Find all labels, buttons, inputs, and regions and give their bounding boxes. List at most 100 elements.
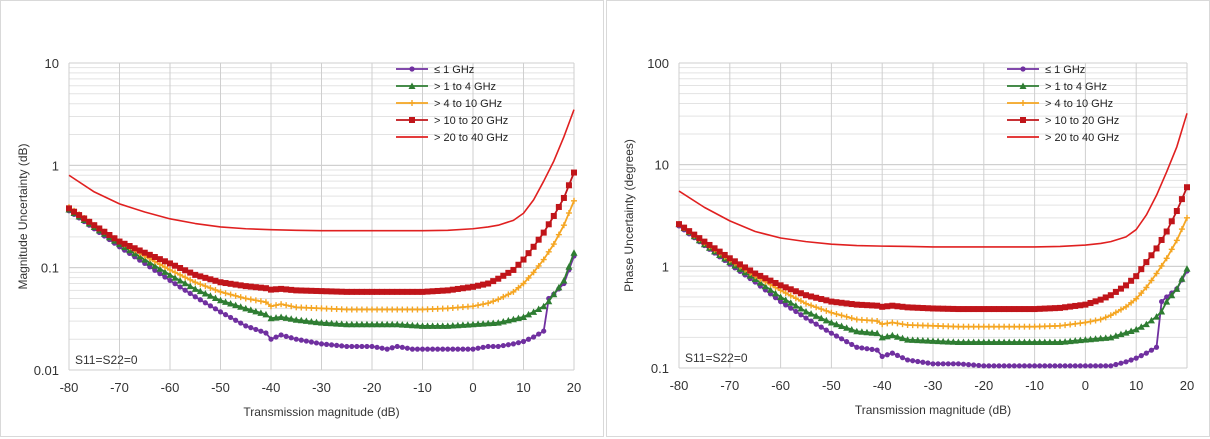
y-axis-title: Phase Uncertainty (degrees) [622,139,636,292]
data-point [495,296,502,303]
data-point [485,343,491,350]
data-point [772,289,780,297]
data-point [343,320,351,328]
data-point [515,261,522,268]
phase-chart-svg: -80 -70 -60 -50 -40 -30 -20 -10 0 10 20 0.1 1 10 100 Tr… [622,56,1194,417]
data-point [1092,317,1099,324]
data-point [899,321,906,328]
data-point [555,283,563,291]
data-point [1016,363,1022,369]
data-point [136,247,143,254]
data-point [273,302,280,309]
data-point [470,283,476,290]
x-tick-label: -40 [262,380,281,395]
data-point [409,346,415,352]
data-point [747,267,754,274]
data-point [975,323,982,330]
data-point [858,316,865,323]
data-point [161,258,168,265]
data-point [500,272,507,279]
data-point [227,291,234,298]
data-point [807,310,815,317]
data-point [949,338,957,345]
data-point [1097,334,1105,342]
data-point [996,363,1002,369]
data-point [393,320,401,328]
data-point [838,299,845,306]
data-point [778,298,784,305]
data-point [560,194,567,201]
data-point [525,310,533,318]
data-point [222,312,229,318]
x-tick-label: -70 [720,378,739,393]
data-point [1036,305,1043,312]
y-tick-label: 10 [655,158,669,173]
data-point [172,281,178,287]
data-point [388,320,396,328]
data-point [192,279,199,286]
data-point [1071,337,1079,344]
data-point [1168,246,1175,253]
data-point [550,241,557,248]
data-point [761,282,769,290]
x-axis-title: Transmission magnitude (dB) [855,403,1011,417]
data-point [323,288,330,295]
data-point [378,320,386,328]
data-point [293,336,299,342]
data-point [873,329,881,337]
data-point [843,300,850,307]
data-point [211,294,219,302]
data-point [353,306,360,313]
data-point [505,291,512,298]
data-point [489,319,497,326]
data-point [996,306,1003,313]
series-line [68,109,575,232]
data-point [379,288,386,295]
data-point [990,323,997,330]
data-point [986,363,992,369]
data-point [893,333,901,340]
data-point [414,288,421,295]
data-point [980,306,987,313]
legend-label: > 4 to 10 GHz [434,98,502,110]
data-point [297,316,305,324]
data-point [868,329,876,336]
data-point [171,274,179,281]
data-point [167,277,173,284]
data-point [894,352,901,359]
data-point [353,320,361,328]
data-point [278,301,285,308]
data-point [358,288,365,295]
data-point [899,355,906,361]
data-point [86,218,93,225]
data-point [1153,344,1160,350]
data-point [823,327,829,333]
data-point [490,343,496,350]
data-point [1046,323,1053,330]
data-point [368,320,376,328]
data-point [1178,226,1185,233]
data-point [283,286,290,293]
data-point [217,279,224,286]
data-point [232,292,239,299]
data-point [500,342,506,349]
data-point [1158,307,1166,315]
data-point [828,298,835,305]
data-point [550,290,558,298]
data-point [429,322,437,329]
data-point [434,287,441,294]
data-point [570,249,578,256]
legend: ≤ 1 GHz > 1 to 4 GHz > 4 to 10 GHz > 10 to … [396,64,508,144]
data-point [909,322,916,329]
data-point [550,212,557,219]
data-point [207,303,213,309]
data-point [459,304,466,311]
data-point [1103,363,1109,369]
data-point [348,306,355,313]
data-point [389,345,395,351]
data-point [303,304,310,311]
x-tick-label: 20 [567,380,581,395]
data-point [1102,314,1109,321]
data-point [197,297,203,303]
data-point [1001,323,1008,330]
